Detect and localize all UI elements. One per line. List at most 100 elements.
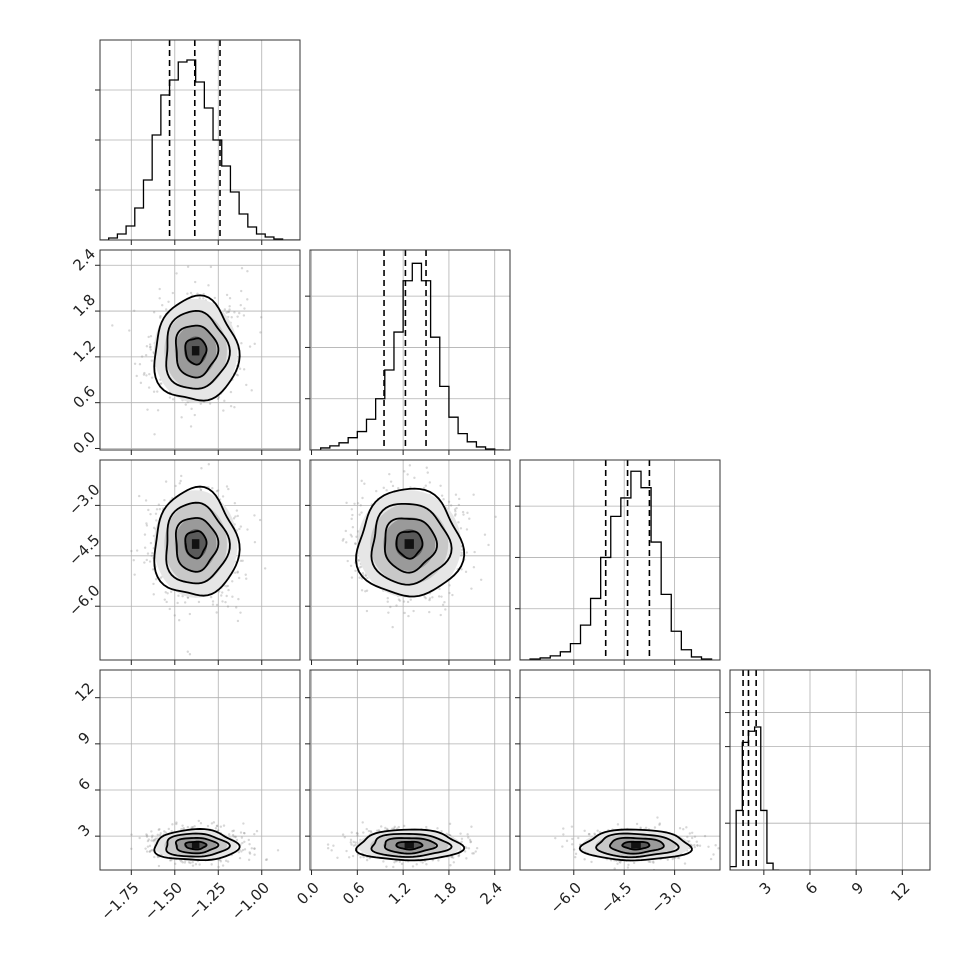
scatter-point [149, 512, 152, 516]
scatter-point [152, 390, 156, 393]
scatter-point [150, 836, 154, 839]
scatter-point [187, 861, 191, 864]
scatter-point [217, 489, 220, 492]
scatter-point [688, 832, 692, 835]
scatter-point [143, 561, 146, 564]
scatter-point [570, 843, 574, 846]
scatter-point [180, 474, 183, 478]
scatter-point [467, 847, 471, 850]
histogram-panel-1 [305, 249, 511, 455]
scatter-point [180, 827, 183, 831]
scatter-point [397, 825, 400, 829]
scatter-point [472, 565, 476, 569]
contour-line-1 [174, 837, 220, 855]
contour-line-2 [370, 503, 453, 586]
scatter-point [181, 861, 184, 864]
scatter-point [183, 861, 187, 864]
scatter-point [210, 863, 213, 866]
scatter-point [347, 856, 351, 859]
scatter-point [391, 827, 394, 830]
scatter-point [385, 489, 388, 492]
scatter-point [220, 594, 223, 597]
scatter-point [260, 316, 263, 319]
scatter-point [197, 600, 201, 604]
scatter-point [235, 373, 238, 376]
scatter-point [365, 858, 369, 862]
scatter-point [153, 433, 156, 436]
scatter-point [423, 595, 426, 599]
scatter-point [466, 511, 469, 515]
scatter-point [151, 551, 154, 555]
scatter-point [161, 304, 164, 307]
scatter-point [222, 824, 226, 827]
contour-line-1 [383, 517, 438, 574]
contour-line-0 [184, 840, 208, 851]
scatter-point [206, 824, 210, 828]
scatter-point [240, 267, 244, 270]
contour-line-3 [153, 294, 241, 402]
scatter-point [408, 464, 412, 467]
scatter-point [145, 833, 148, 836]
scatter-point [596, 829, 599, 832]
scatter-point [644, 826, 648, 829]
scatter-point [656, 816, 659, 819]
joint-panel-1-3: 0.0 0.6 1.2 1.8 2.4 [293, 669, 511, 908]
scatter-point [225, 311, 228, 314]
scatter-point [223, 308, 227, 311]
scatter-point [365, 827, 368, 831]
scatter-point [211, 487, 214, 490]
scatter-point [174, 484, 177, 488]
scatter-point [330, 849, 333, 852]
scatter-point [440, 830, 443, 833]
scatter-point [415, 863, 418, 866]
contour-line-2 [165, 501, 231, 585]
scatter-point [431, 596, 434, 599]
scatter-point [354, 542, 357, 545]
scatter-point [211, 603, 215, 606]
scatter-point [148, 850, 151, 853]
scatter-point [154, 512, 158, 516]
scatter-point [469, 840, 472, 844]
scatter-point [440, 595, 443, 598]
contour-line-2 [370, 833, 453, 858]
scatter-point [209, 595, 213, 599]
scatter-point [233, 571, 237, 574]
scatter-point [225, 585, 228, 588]
scatter-point [714, 844, 717, 847]
scatter-point [341, 833, 345, 836]
scatter-point [164, 480, 168, 483]
scatter-point [355, 831, 359, 835]
scatter-point [326, 847, 330, 850]
scatter-point [406, 473, 409, 476]
scatter-point [148, 560, 152, 563]
scatter-point [457, 854, 460, 858]
scatter-point [360, 479, 363, 483]
scatter-point [149, 345, 152, 349]
scatter-point [698, 844, 702, 847]
scatter-point [361, 496, 364, 500]
histogram-panel-0 [95, 39, 301, 245]
scatter-point [457, 854, 461, 857]
scatter-point [229, 404, 233, 408]
scatter-point [447, 500, 451, 503]
scatter-point [407, 614, 410, 618]
scatter-point [397, 598, 401, 601]
scatter-point [428, 481, 432, 484]
scatter-point [240, 341, 243, 345]
scatter-point [234, 836, 237, 839]
scatter-point [598, 831, 602, 834]
scatter-point [198, 863, 201, 866]
scatter-point [458, 497, 461, 501]
scatter-point [175, 821, 178, 824]
scatter-point [243, 307, 246, 310]
scatter-point [138, 836, 141, 840]
scatter-point [587, 832, 591, 836]
scatter-point [217, 829, 220, 832]
scatter-point [439, 484, 442, 487]
scatter-point [246, 298, 249, 301]
scatter-point [392, 827, 396, 830]
panel-frame [519, 459, 721, 661]
scatter-point [391, 484, 395, 488]
scatter-point [439, 613, 442, 617]
scatter-point [354, 843, 357, 847]
